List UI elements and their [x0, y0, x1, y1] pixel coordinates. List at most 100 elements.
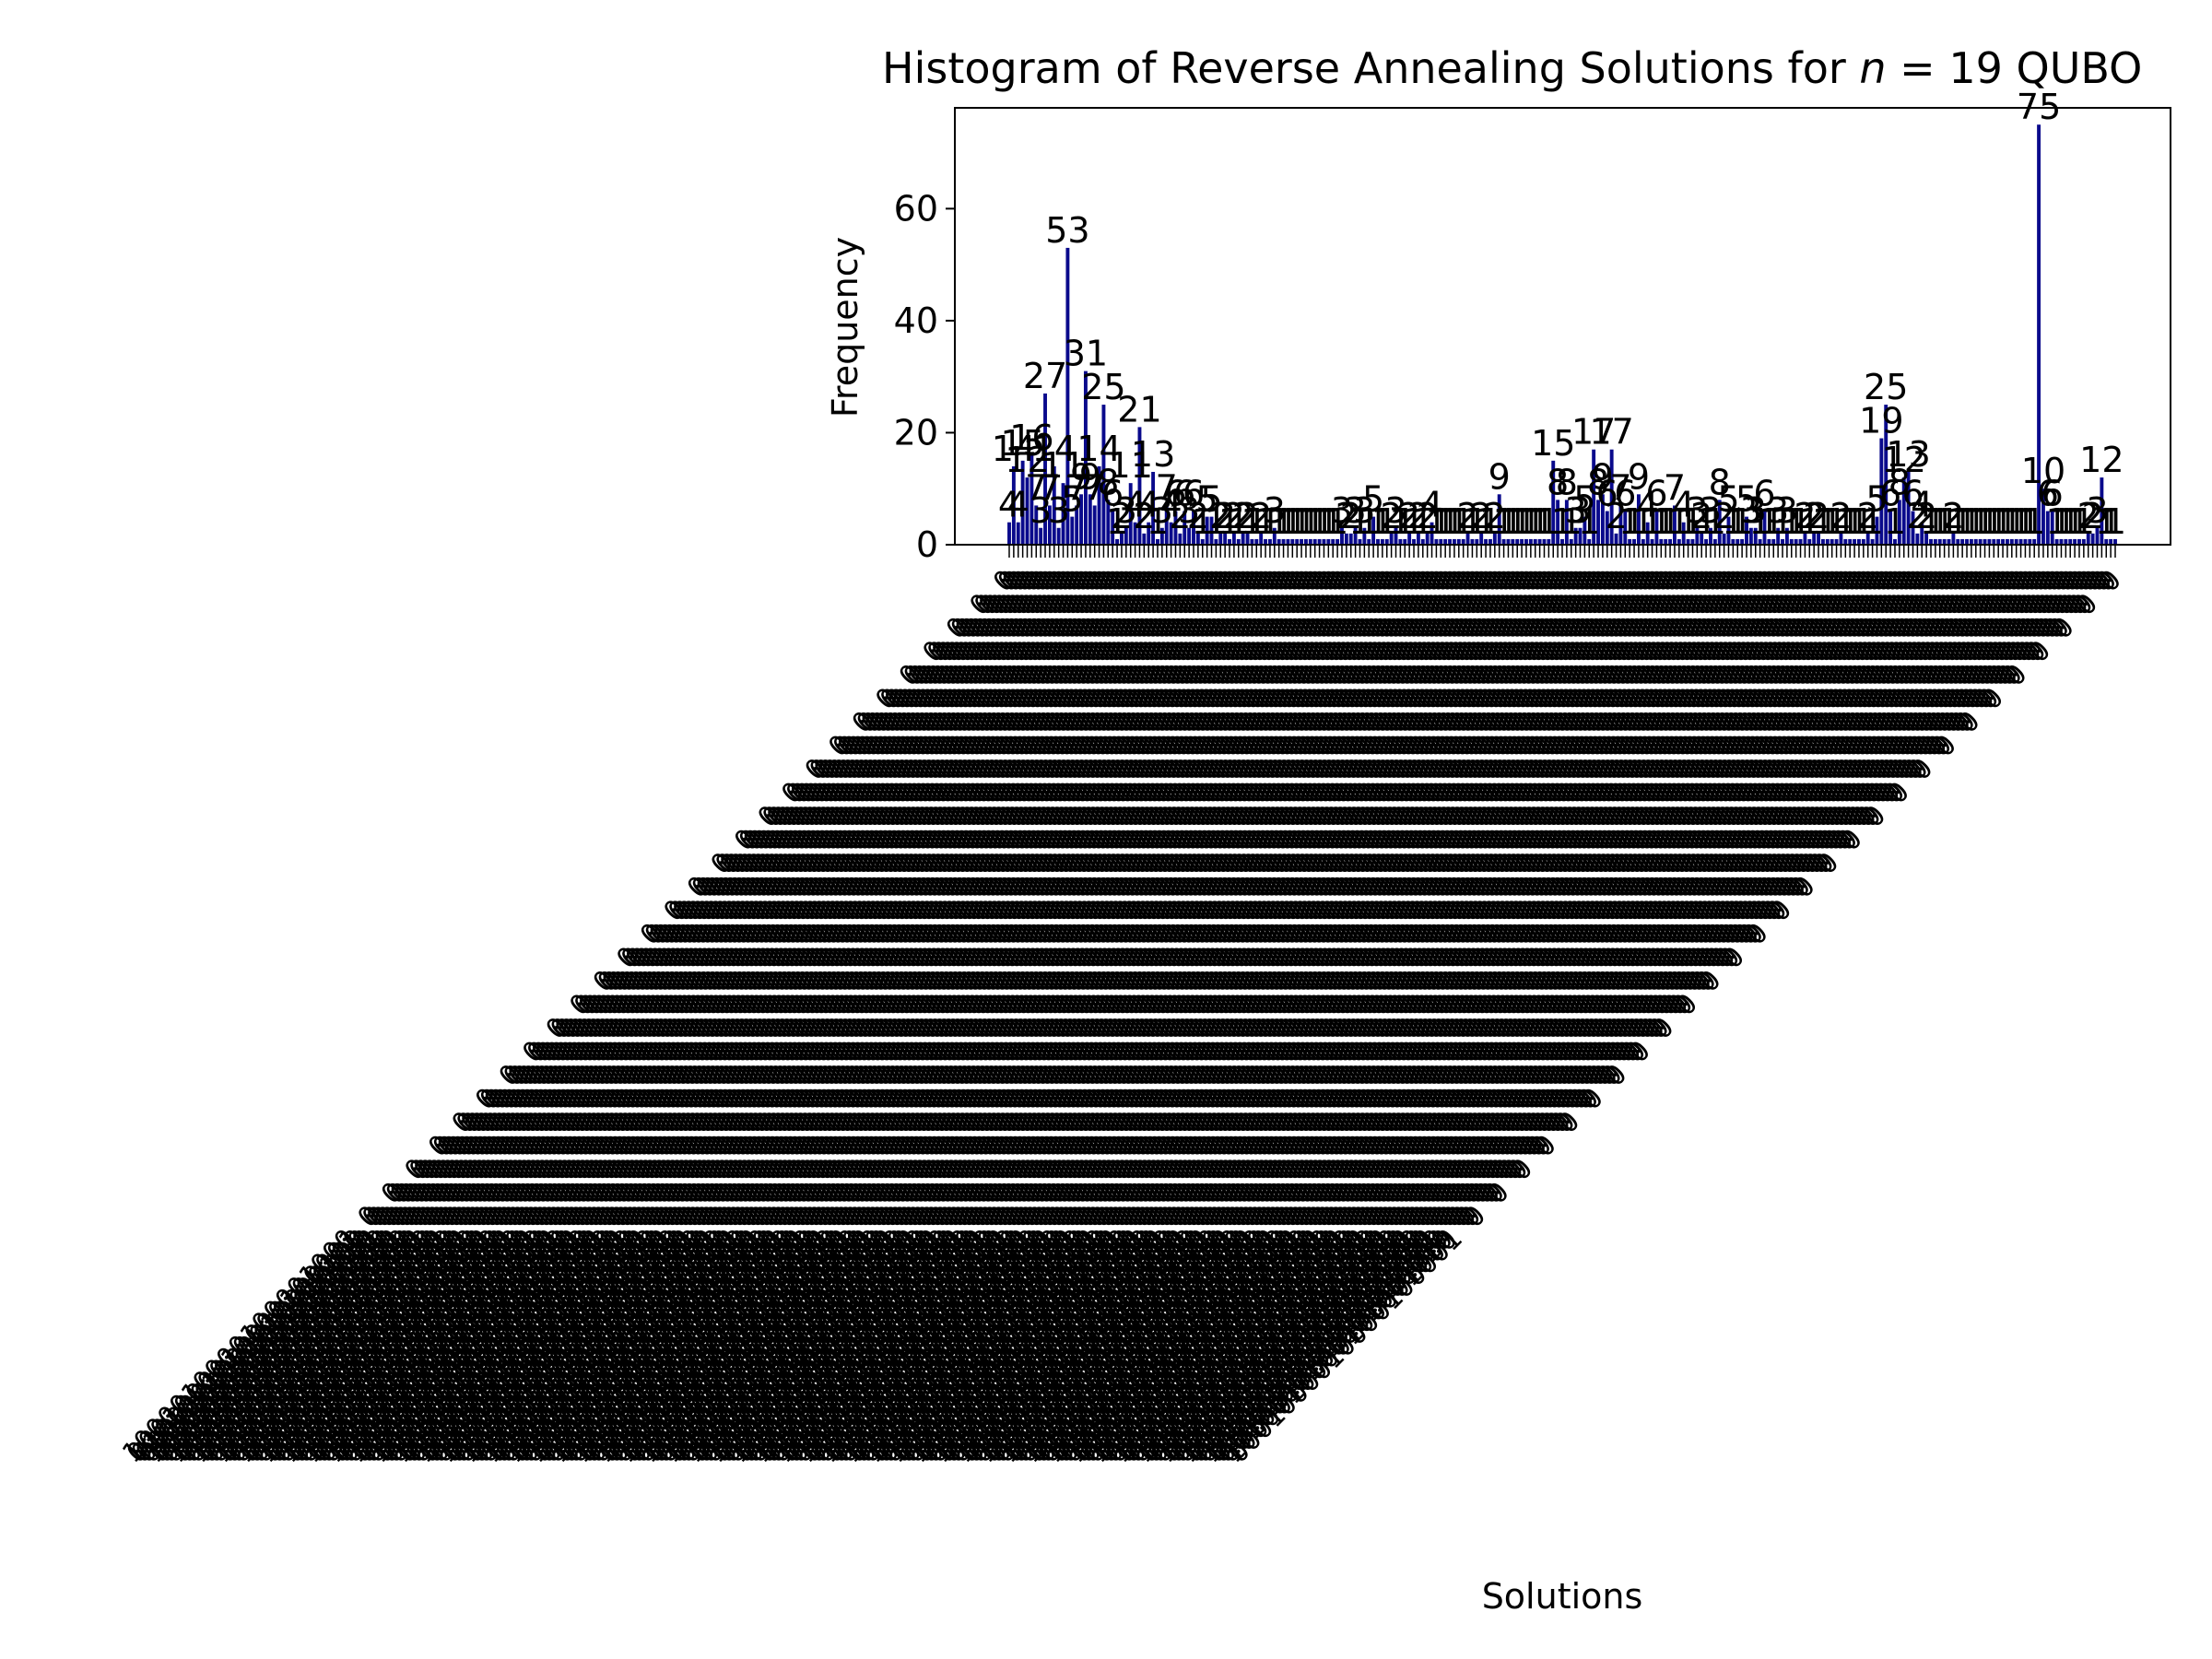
- bar: [1465, 533, 1470, 545]
- bar-value-label: 7: [1609, 467, 1631, 508]
- bar: [1461, 538, 1465, 545]
- bar-value-label: 3: [1384, 490, 1406, 531]
- x-axis-label: Solutions: [1482, 1576, 1643, 1617]
- chart-title-rest: = 19 QUBO: [1887, 43, 2143, 93]
- bar: [1771, 538, 1776, 545]
- bar-value-label: 3: [1740, 490, 1762, 531]
- bar-value-label: 1: [1843, 501, 1865, 542]
- bar-value-label: 8: [1097, 462, 1119, 502]
- bar-value-label: 1: [1704, 501, 1726, 542]
- bar-value-label: 17: [1571, 412, 1616, 453]
- bar: [1803, 533, 1807, 545]
- bar: [1929, 538, 1933, 545]
- bar-value-label: 1: [1762, 501, 1784, 542]
- bar: [1865, 533, 1870, 545]
- bar-value-label: 1: [1924, 501, 1947, 542]
- bar-value-label: 1: [1951, 501, 1973, 542]
- bar: [2005, 538, 2009, 545]
- bar: [1111, 511, 1115, 545]
- bar: [1362, 527, 1367, 545]
- bar-value-label: 1: [1965, 501, 1987, 542]
- bar-value-label: 1: [1551, 501, 1573, 542]
- y-tick-label: 40: [894, 300, 938, 341]
- bar-value-label: 2: [1335, 496, 1358, 536]
- bar-value-label: 3: [1565, 490, 1587, 531]
- bar-value-label: 1: [2045, 501, 2067, 542]
- bar: [1380, 538, 1384, 545]
- bar: [1897, 500, 1901, 545]
- bar-value-label: 13: [1131, 434, 1175, 475]
- bar-value-label: 2: [1169, 496, 1191, 536]
- bar-value-label: 5: [1200, 479, 1222, 520]
- bar: [1300, 538, 1304, 545]
- bar-value-label: 1: [1618, 501, 1641, 542]
- bar: [1120, 533, 1124, 545]
- bar-value-label: 11: [1109, 445, 1153, 486]
- bar: [1425, 533, 1430, 545]
- bar: [1992, 538, 1996, 545]
- bar: [1267, 538, 1272, 545]
- bar: [1034, 505, 1039, 545]
- bar: [1937, 538, 1942, 545]
- bar: [1578, 527, 1583, 545]
- bar-value-label: 2: [1605, 496, 1627, 536]
- bar-value-label: 1: [1430, 501, 1452, 542]
- bar-value-label: 1: [1497, 501, 1519, 542]
- bar: [1628, 538, 1632, 545]
- bar: [1007, 522, 1011, 545]
- bar: [1758, 538, 1762, 545]
- bar: [2001, 538, 2005, 545]
- bar: [1264, 538, 1267, 545]
- bar-value-label: 5: [1735, 479, 1758, 520]
- bar: [1551, 460, 1556, 545]
- bar: [1609, 449, 1614, 545]
- bar-value-label: 1: [1970, 501, 1992, 542]
- bar: [1492, 533, 1497, 545]
- bar: [1812, 533, 1817, 545]
- bar-value-label: 1: [1192, 501, 1214, 542]
- bar-value-labels: 4144151216732771431153579319714258612311…: [992, 87, 2126, 542]
- bar: [2059, 538, 2064, 545]
- bar: [1322, 538, 1326, 545]
- bar: [1834, 538, 1839, 545]
- bar: [1632, 538, 1636, 545]
- bar-value-label: 1: [1348, 501, 1371, 542]
- bar-value-label: 6: [1182, 474, 1205, 514]
- bar: [1623, 511, 1628, 545]
- bar-value-label: 14: [992, 429, 1036, 469]
- bar-value-label: 6: [1101, 474, 1124, 514]
- bar-value-label: 1: [1821, 501, 1843, 542]
- bar-value-label: 1: [1448, 501, 1470, 542]
- bar-value-label: 1: [1983, 501, 2005, 542]
- bar: [1304, 538, 1308, 545]
- bar: [1030, 454, 1034, 545]
- bar-value-label: 1: [1268, 501, 1290, 542]
- bar-value-label: 10: [2021, 451, 2065, 491]
- bar-value-label: 1: [1533, 501, 1555, 542]
- bar: [2104, 538, 2109, 545]
- bar: [2045, 511, 2050, 545]
- bar: [1497, 494, 1501, 545]
- bar: [1794, 538, 1798, 545]
- bar-value-label: 3: [1030, 490, 1052, 531]
- bar: [2109, 538, 2113, 545]
- bar: [1187, 527, 1192, 545]
- bar: [1843, 538, 1848, 545]
- bar-value-label: 3: [1115, 490, 1137, 531]
- bar-value-label: 1: [1147, 501, 1169, 542]
- bar: [1214, 538, 1218, 545]
- bar: [1915, 533, 1920, 545]
- bar-value-label: 1: [1929, 501, 1951, 542]
- bar: [2054, 538, 2059, 545]
- bar: [1641, 538, 1645, 545]
- bar: [1745, 516, 1748, 545]
- bar: [1587, 538, 1592, 545]
- bar-value-label: 7: [1156, 467, 1178, 508]
- bar-value-label: 1: [1812, 501, 1834, 542]
- bar-value-label: 1: [1848, 501, 1870, 542]
- bar-value-label: 1: [1681, 501, 1703, 542]
- bar-value-label: 1: [1973, 501, 1995, 542]
- bar: [1709, 527, 1712, 545]
- bar: [1075, 505, 1079, 545]
- bar: [2073, 538, 2077, 545]
